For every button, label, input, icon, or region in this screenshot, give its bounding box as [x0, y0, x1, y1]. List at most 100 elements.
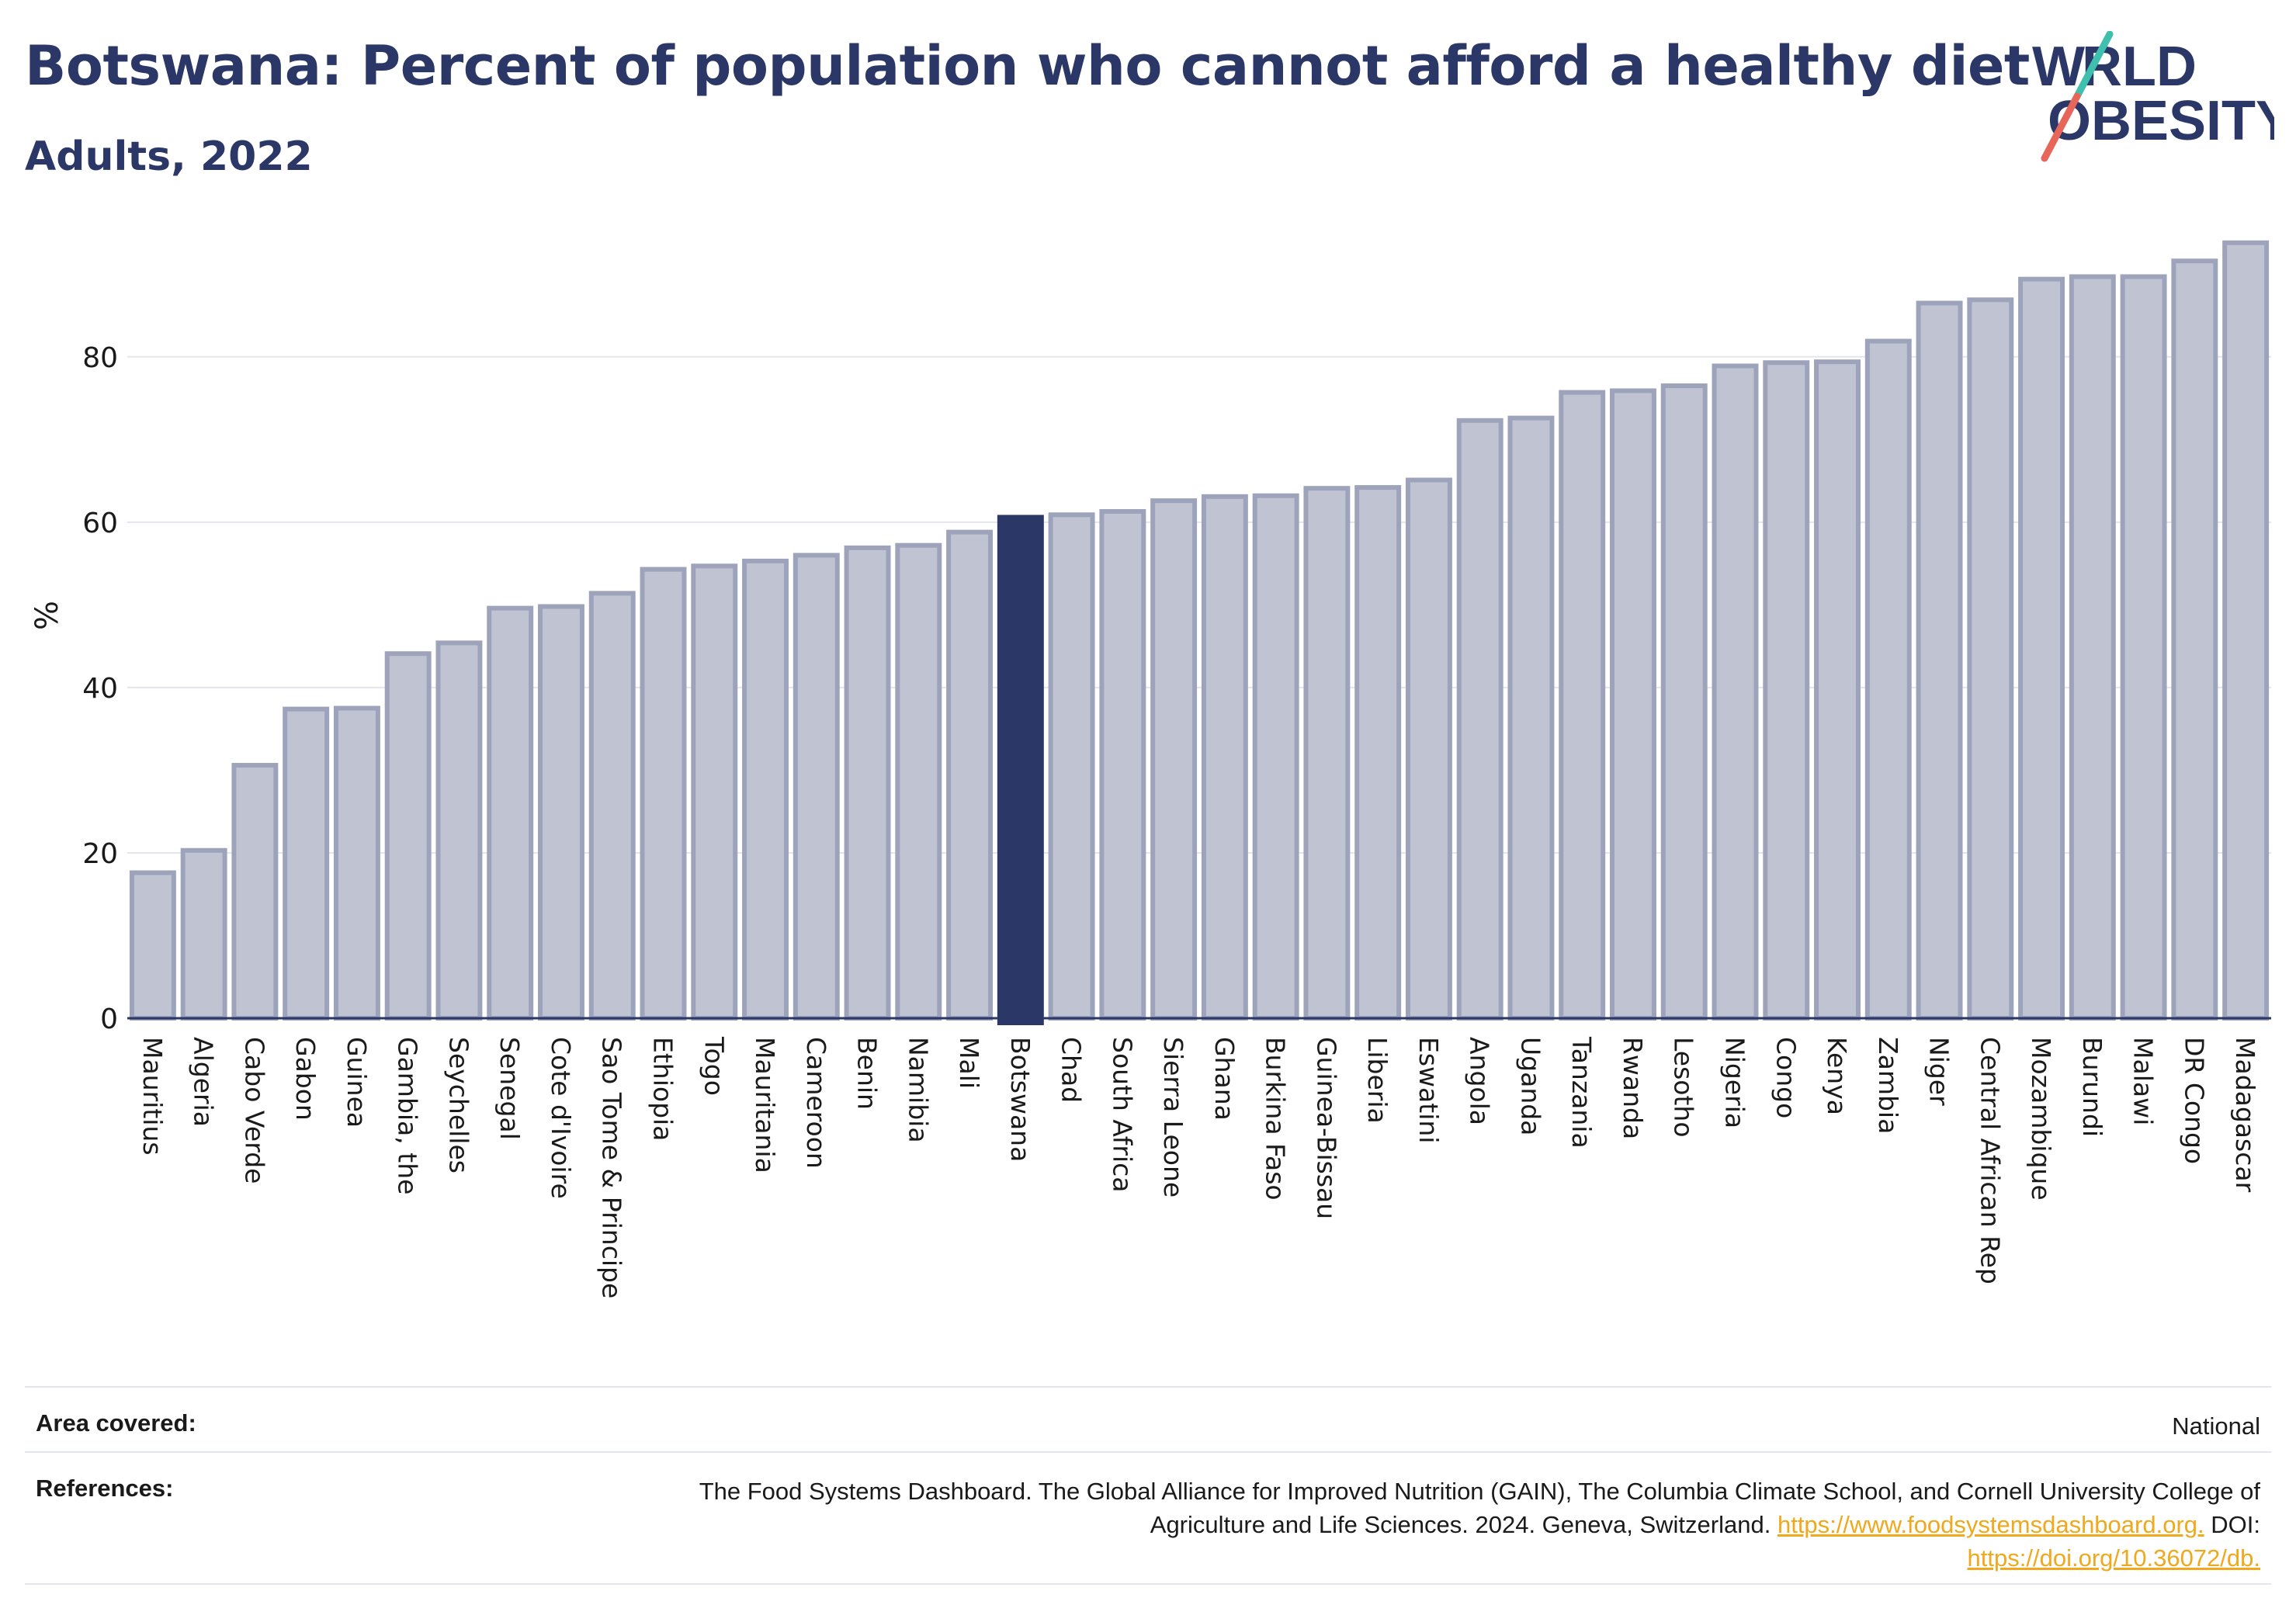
x-tick-label: Madagascar — [2230, 1037, 2260, 1193]
x-tick-label: Ghana — [1209, 1037, 1240, 1121]
info-table: Area covered: National References: The F… — [25, 1386, 2271, 1585]
x-tick-label: Seychelles — [443, 1037, 473, 1173]
x-tick-label: Rwanda — [1618, 1037, 1648, 1139]
chart-title: Botswana: Percent of population who cann… — [25, 34, 2030, 98]
bar-mauritania — [742, 558, 789, 1021]
bar-chart: 0 20 40 60 80 Mauritius Algeria Cabo Verde Gabo… — [29, 240, 2271, 1298]
bar-guinea-bissau — [1303, 486, 1351, 1021]
bar-gabon — [283, 706, 330, 1021]
bar-ethiopia — [640, 567, 687, 1021]
x-tick-label: Burkina Faso — [1261, 1037, 1291, 1201]
x-tick-label: Zambia — [1873, 1037, 1903, 1134]
bar-burundi — [2069, 274, 2116, 1021]
y-tick-label: 80 — [82, 342, 118, 374]
x-tick-label: Gambia, the — [393, 1037, 423, 1194]
x-tick-label: Uganda — [1515, 1037, 1545, 1135]
bar-senegal — [487, 605, 534, 1021]
y-tick-label: 40 — [82, 673, 118, 705]
bar-togo — [691, 563, 738, 1021]
references-row: References: The Food Systems Dashboard. … — [25, 1451, 2271, 1585]
bar-cabo-verde — [231, 763, 279, 1021]
x-tick-label: Kenya — [1822, 1037, 1852, 1115]
references-label: References: — [36, 1475, 174, 1502]
bar-rwanda — [1610, 388, 1656, 1021]
x-tick-label: Botswana — [1005, 1037, 1035, 1162]
references-value: The Food Systems Dashboard. The Global A… — [623, 1453, 2271, 1583]
bar-burkina-faso — [1252, 493, 1299, 1021]
y-tick-label: 20 — [82, 838, 118, 870]
x-tick-label: Mauritius — [137, 1037, 168, 1156]
x-tick-label: Mali — [954, 1037, 984, 1089]
svg-text:OBESITY: OBESITY — [2048, 90, 2274, 152]
x-tick-label: Benin — [852, 1037, 883, 1110]
x-tick-label: Malawi — [2128, 1037, 2159, 1125]
bar-dr-congo — [2171, 258, 2218, 1021]
gridlines — [127, 355, 2271, 854]
y-tick-label: 60 — [82, 508, 118, 539]
x-tick-label: Lesotho — [1669, 1037, 1699, 1138]
bar-nigeria — [1712, 363, 1759, 1021]
bar-lesotho — [1660, 383, 1708, 1021]
y-axis-label: % — [29, 601, 65, 630]
bar-mauritius — [129, 870, 176, 1021]
bar-ghana — [1201, 494, 1248, 1021]
bar-algeria — [180, 847, 227, 1021]
bar-madagascar — [2222, 240, 2270, 1021]
bar-south-africa — [1099, 508, 1146, 1021]
x-tick-label: Senegal — [494, 1037, 525, 1140]
references-doi-link[interactable]: https://doi.org/10.36072/db. — [1967, 1544, 2260, 1572]
bar-benin — [844, 545, 891, 1021]
svg-text:W: W — [2032, 36, 2085, 98]
x-tick-label: Sao Tome & Principe — [597, 1037, 627, 1298]
x-tick-label: Cabo Verde — [239, 1037, 269, 1184]
x-tick-label: Cote d'Ivoire — [546, 1037, 576, 1199]
bar-botswana — [997, 515, 1044, 1025]
bar-liberia — [1354, 485, 1402, 1021]
bar-congo — [1763, 360, 1810, 1021]
x-tick-label: Niger — [1924, 1037, 1954, 1106]
bars — [129, 240, 2270, 1025]
x-tick-label: Togo — [699, 1036, 729, 1096]
x-tick-label: Guinea — [342, 1037, 372, 1128]
x-tick-label: Nigeria — [1720, 1037, 1750, 1128]
bar-mali — [946, 529, 994, 1021]
area-covered-row: Area covered: National — [25, 1386, 2271, 1451]
bar-niger — [1916, 300, 1963, 1021]
x-tick-label: Chad — [1056, 1037, 1087, 1103]
x-tick-labels: Mauritius Algeria Cabo Verde Gabon Guinea Gam… — [137, 1036, 2260, 1298]
bar-zambia — [1864, 338, 1912, 1021]
bar-angola — [1456, 418, 1503, 1021]
bar-seychelles — [435, 640, 483, 1021]
bar-tanzania — [1559, 390, 1606, 1021]
x-tick-label: Namibia — [903, 1037, 933, 1143]
x-tick-label: Cameroon — [801, 1037, 831, 1169]
x-tick-label: Gabon — [290, 1037, 321, 1121]
chart-subtitle: Adults, 2022 — [25, 133, 313, 180]
x-tick-label: Algeria — [189, 1037, 219, 1127]
bar-sierra-leone — [1150, 498, 1198, 1021]
x-tick-label: Angola — [1465, 1037, 1495, 1125]
bar-chad — [1048, 512, 1095, 1021]
references-text: The Food Systems Dashboard. The Global A… — [699, 1478, 2260, 1538]
area-covered-value: National — [2172, 1412, 2260, 1440]
references-link[interactable]: https://www.foodsystemsdashboard.org. — [1777, 1511, 2204, 1538]
y-tick-labels: 0 20 40 60 80 — [82, 342, 118, 1035]
bar-cameroon — [793, 553, 840, 1021]
bar-eswatini — [1405, 477, 1452, 1021]
x-tick-label: Central African Rep — [1975, 1037, 2005, 1284]
bar-malawi — [2120, 274, 2167, 1021]
x-tick-label: DR Congo — [2179, 1037, 2209, 1164]
bar-namibia — [895, 542, 942, 1021]
bar-kenya — [1814, 359, 1861, 1021]
bar-central-african-rep — [1967, 297, 2014, 1021]
x-tick-label: Ethiopia — [648, 1037, 678, 1141]
x-tick-label: Mauritania — [750, 1037, 780, 1173]
y-tick-label: 0 — [100, 1003, 118, 1035]
x-tick-label: Burundi — [2077, 1037, 2107, 1137]
bar-mozambique — [2018, 276, 2065, 1021]
x-tick-label: Tanzania — [1566, 1036, 1597, 1149]
references-doi-label: DOI: — [2211, 1511, 2260, 1538]
x-tick-label: Eswatini — [1413, 1037, 1444, 1143]
x-tick-label: Mozambique — [2026, 1037, 2056, 1201]
x-tick-label: Congo — [1771, 1037, 1801, 1118]
